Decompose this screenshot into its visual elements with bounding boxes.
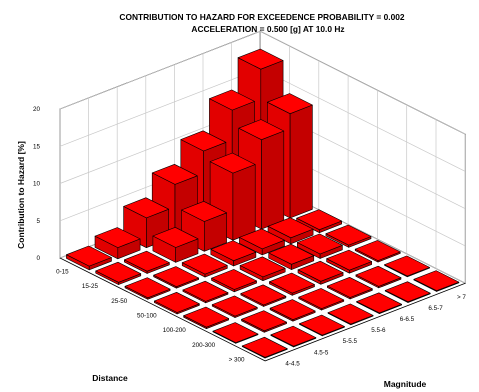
bar xyxy=(241,310,287,333)
distance-tick-label: 100-200 xyxy=(163,327,187,334)
bar xyxy=(296,233,343,259)
bar xyxy=(326,249,373,274)
magnitude-tick-label: 5.5-6 xyxy=(371,327,386,334)
bar xyxy=(384,281,431,303)
bar xyxy=(124,250,170,274)
z-axis-label: Contribution to Hazard [%] xyxy=(16,141,26,249)
distance-tick-label: 0-15 xyxy=(56,268,69,275)
bar xyxy=(384,255,430,278)
bar xyxy=(356,292,403,315)
bar xyxy=(239,256,286,282)
distance-tick-label: 200-300 xyxy=(192,342,216,349)
y-axis-label: Magnitude xyxy=(384,379,427,389)
bar xyxy=(240,284,287,307)
z-tick-label: 20 xyxy=(33,106,41,113)
bar xyxy=(211,269,257,293)
bar xyxy=(269,299,316,322)
bar xyxy=(354,240,401,263)
bar xyxy=(94,227,141,260)
bar xyxy=(239,228,285,256)
bar xyxy=(152,227,199,263)
chart-title-line2: ACCELERATION = 0.500 [g] AT 10.0 Hz xyxy=(191,24,344,34)
magnitude-tick-label: > 7 xyxy=(457,294,466,301)
bar xyxy=(326,276,373,300)
floor-edge xyxy=(59,257,466,362)
bar xyxy=(267,217,314,245)
bar xyxy=(66,245,112,271)
bar xyxy=(299,314,345,337)
bar xyxy=(124,277,171,300)
distance-tick-label: 15-25 xyxy=(82,283,99,290)
z-tick-label: 0 xyxy=(36,255,40,262)
magnitude-tick-label: 4-4.5 xyxy=(285,360,300,367)
magnitude-tick-label: 6.5-7 xyxy=(428,305,443,312)
bar xyxy=(241,336,288,359)
distance-tick-label: 50-100 xyxy=(137,312,157,319)
bars xyxy=(66,48,460,359)
magnitude-tick-label: 6-6.5 xyxy=(400,316,415,323)
bar xyxy=(270,325,317,348)
z-tick-label: 10 xyxy=(33,181,41,188)
magnitude-tick-label: 4.5-5 xyxy=(314,349,329,356)
bar xyxy=(211,295,258,318)
bar xyxy=(296,209,343,233)
bar xyxy=(182,280,229,304)
bar xyxy=(153,266,199,289)
bar xyxy=(95,261,142,285)
z-tick-label: 15 xyxy=(33,143,41,150)
bar xyxy=(269,272,315,296)
magnitude-tick-labels: 4-4.5 4.5-5 5-5.5 5.5-6 6-6.5 6.5-7 > 7 xyxy=(285,294,466,368)
x-axis-label: Distance xyxy=(92,373,128,383)
bar xyxy=(413,270,460,292)
bar xyxy=(268,243,315,270)
bar xyxy=(298,288,345,311)
distance-tick-label: > 300 xyxy=(229,357,245,364)
bar xyxy=(210,240,257,267)
bar xyxy=(327,303,374,326)
bar xyxy=(325,224,372,248)
bar xyxy=(154,291,200,315)
distance-tick-labels: 0-15 15-25 25-50 50-100 100-200 200-300 > 300 xyxy=(56,268,245,363)
distance-tick-label: 25-50 xyxy=(111,298,128,305)
bar xyxy=(181,253,228,278)
magnitude-tick-label: 5-5.5 xyxy=(343,338,358,345)
z-tick-label: 5 xyxy=(36,218,40,225)
bar xyxy=(355,265,402,289)
bar xyxy=(183,306,229,330)
z-tick-labels: 0 5 10 15 20 xyxy=(33,106,41,262)
chart-title-line1: CONTRIBUTION TO HAZARD FOR EXCEEDENCE PR… xyxy=(119,12,405,22)
bar xyxy=(212,322,259,344)
bar xyxy=(297,260,344,285)
